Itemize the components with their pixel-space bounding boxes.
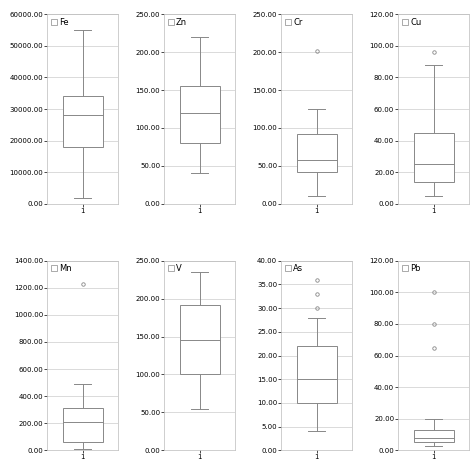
Legend: Mn: Mn (49, 263, 73, 275)
Bar (414, 133, 454, 182)
Legend: As: As (283, 263, 305, 275)
Legend: V: V (166, 263, 183, 275)
Legend: Fe: Fe (49, 16, 70, 28)
Bar (297, 346, 337, 403)
Bar (63, 96, 103, 147)
Bar (414, 430, 454, 442)
Bar (63, 408, 103, 442)
Bar (180, 86, 219, 143)
Legend: Cu: Cu (400, 16, 423, 28)
Legend: Pb: Pb (400, 263, 422, 275)
Bar (180, 305, 219, 374)
Bar (297, 134, 337, 172)
Legend: Zn: Zn (166, 16, 189, 28)
Legend: Cr: Cr (283, 16, 304, 28)
